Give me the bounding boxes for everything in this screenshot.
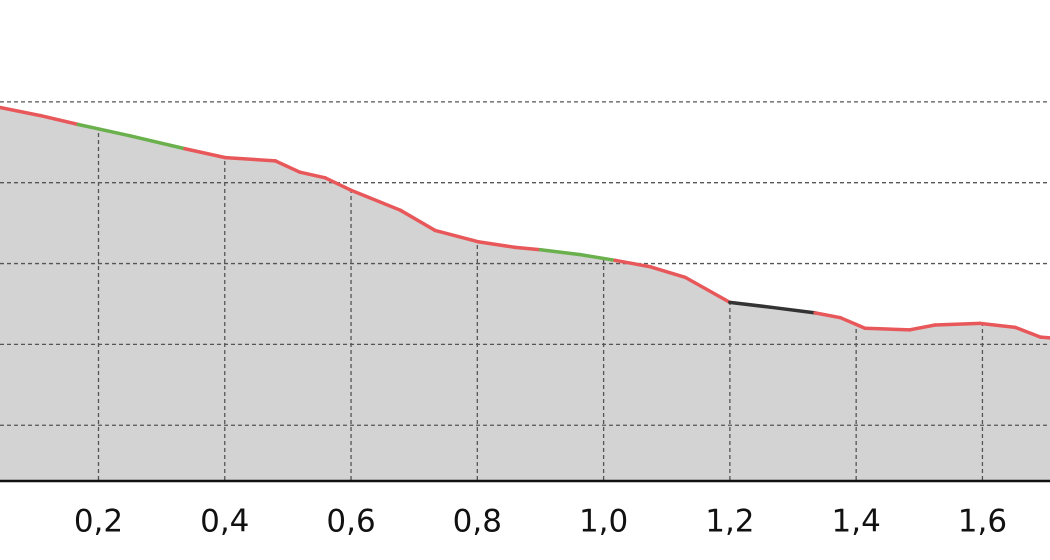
profile-segment (683, 275, 732, 305)
profile-segment (38, 113, 81, 127)
x-tick-label: 1,2 (705, 504, 754, 540)
profile-segment (476, 239, 517, 250)
profile-segment (223, 155, 278, 163)
profile-segment (648, 265, 687, 280)
profile-segment (728, 300, 773, 309)
profile-segment (298, 170, 327, 180)
profile-segment (1038, 335, 1050, 340)
profile-segment (183, 146, 228, 160)
profile-segment (978, 321, 1018, 330)
profile-segment (128, 134, 187, 151)
area-fill (0, 107, 1050, 482)
profile-segment (768, 305, 817, 315)
x-tick-label: 0,6 (326, 504, 375, 540)
x-tick-label: 1,4 (832, 504, 881, 540)
profile-segment (933, 321, 982, 327)
profile-segment (398, 208, 437, 233)
profile-segment (908, 323, 937, 332)
profile-segment (838, 315, 867, 330)
profile-segment (1013, 325, 1043, 339)
x-tick-label: 1,6 (958, 504, 1007, 540)
profile-segment (578, 252, 617, 263)
profile-segment (613, 258, 653, 269)
profile-segment (863, 326, 912, 332)
profile-segment (76, 122, 132, 138)
x-tick-label: 0,4 (200, 504, 249, 540)
profile-segment (348, 188, 403, 212)
profile-segment (323, 176, 353, 192)
profile-segment (433, 228, 480, 244)
profile-segment (513, 245, 543, 252)
profile-segment (813, 311, 843, 320)
profile-segment (0, 105, 43, 118)
profile-segment (538, 248, 582, 257)
x-tick-label: 0,2 (74, 504, 123, 540)
x-tick-label: 0,8 (453, 504, 502, 540)
x-tick-label: 1,0 (579, 504, 628, 540)
profile-segment (273, 159, 302, 174)
